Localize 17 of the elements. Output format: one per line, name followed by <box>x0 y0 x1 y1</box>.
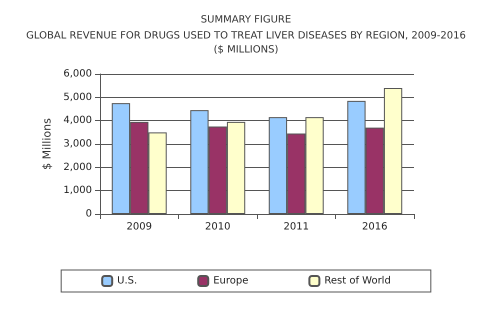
y-tick-label: 2,000 <box>63 162 92 173</box>
y-tick-label: 5,000 <box>63 92 92 103</box>
x-tick-label: 2016 <box>362 222 388 232</box>
legend-label: Rest of World <box>324 276 391 286</box>
x-tick-label: 2011 <box>284 222 309 232</box>
legend-label: Europe <box>213 276 248 286</box>
y-tick-label: 4,000 <box>63 115 92 126</box>
y-tick-label: 3,000 <box>63 138 92 150</box>
y-axis-title: $ Millions <box>40 118 54 170</box>
x-tick-label: 2009 <box>126 222 152 232</box>
y-tick-label: 1,000 <box>63 185 92 196</box>
chart-subtitle: GLOBAL REVENUE FOR DRUGS USED TO TREAT LIVER DISEASES BY REGION, 2009-2016 ($ MILLIONS) <box>26 30 466 56</box>
y-tick-label: 6,000 <box>63 68 92 80</box>
y-tick-label: 0 <box>86 208 92 220</box>
chart-title: SUMMARY FIGURE <box>200 14 292 26</box>
legend-label: U.S. <box>117 276 138 286</box>
x-tick-label: 2010 <box>205 222 230 232</box>
